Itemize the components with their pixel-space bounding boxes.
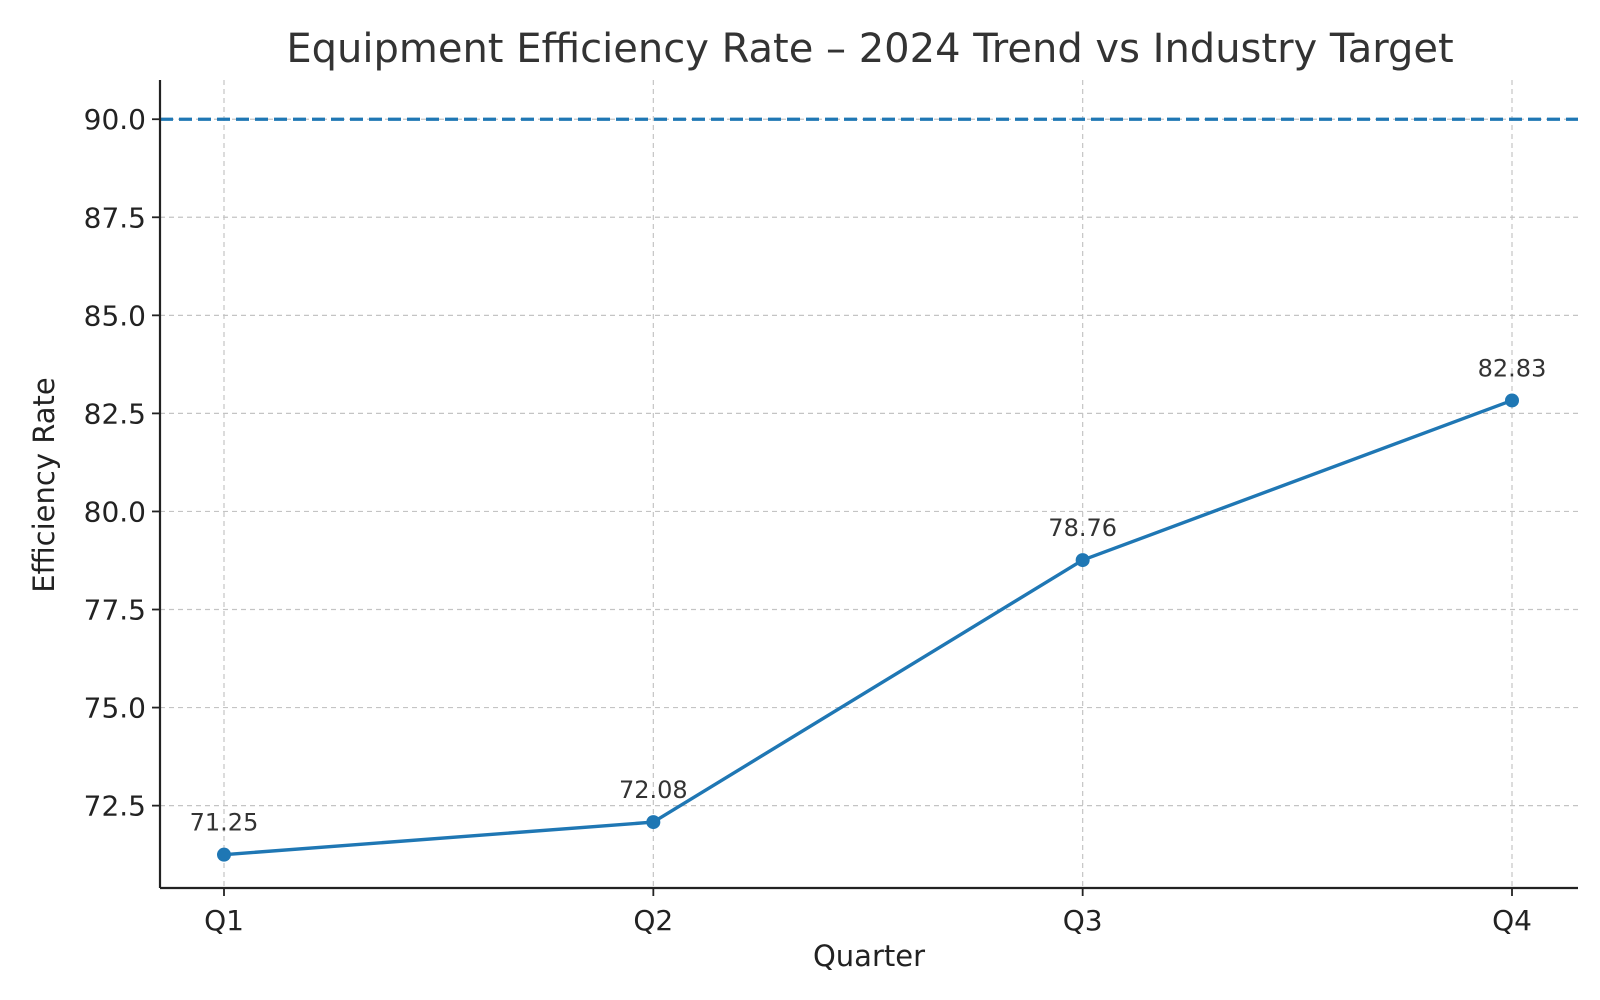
series: 71.25 72.08 78.76 82.83 (190, 354, 1547, 862)
data-point (1505, 393, 1519, 408)
grid (160, 80, 1578, 888)
x-tick-label: Q2 (633, 904, 673, 937)
y-tick-label: 87.5 (84, 201, 146, 234)
y-tick-label: 90.0 (84, 103, 146, 136)
axes (158, 80, 1578, 890)
data-label: 72.08 (619, 776, 688, 804)
x-tick-label: Q4 (1492, 904, 1532, 937)
y-tick-label: 82.5 (84, 397, 146, 430)
y-tick-label: 77.5 (84, 594, 146, 627)
data-label: 78.76 (1048, 514, 1117, 542)
series-line (223, 398, 1513, 857)
y-tick-label: 85.0 (84, 299, 146, 332)
data-label: 82.83 (1478, 354, 1547, 382)
y-axis-label: Efficiency Rate (27, 377, 61, 592)
x-tick-label: Q3 (1063, 904, 1103, 937)
x-tick-label: Q1 (204, 904, 244, 937)
y-ticks: 72.5 75.0 77.5 80.0 82.5 85.0 87.5 90.0 (84, 103, 160, 823)
chart-title: Equipment Efficiency Rate – 2024 Trend v… (286, 26, 1453, 72)
y-tick-label: 72.5 (84, 790, 146, 823)
y-tick-label: 75.0 (84, 692, 146, 725)
data-label: 71.25 (190, 809, 259, 837)
data-point (217, 847, 231, 862)
x-axis-label: Quarter (813, 939, 925, 973)
data-point (646, 815, 661, 830)
data-point (1075, 553, 1090, 568)
x-ticks: Q1 Q2 Q3 Q4 (204, 888, 1532, 937)
y-tick-label: 80.0 (84, 495, 146, 528)
